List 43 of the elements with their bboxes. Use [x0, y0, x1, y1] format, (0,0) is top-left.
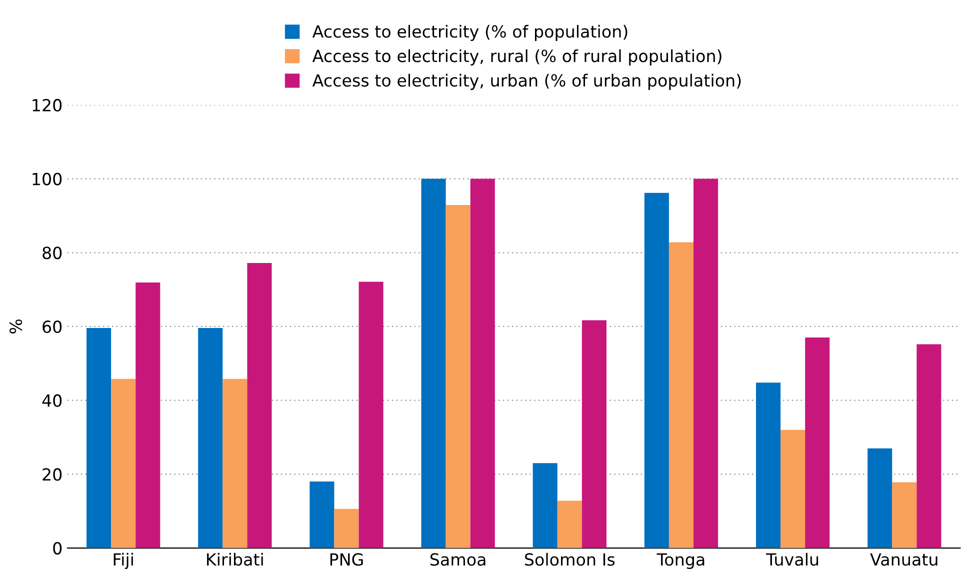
legend-label: Access to electricity, urban (% of urban population) [312, 74, 741, 90]
y-tick-label: 20 [42, 468, 62, 481]
bar [532, 463, 558, 548]
x-tick-label: Samoa [430, 553, 486, 566]
bar [446, 205, 470, 548]
x-tick-label: Solomon Is [525, 552, 615, 566]
bar [557, 500, 582, 548]
y-tick-label: 80 [42, 246, 62, 260]
bar [756, 382, 781, 548]
legend-label: Access to electricity, rural (% of rural population) [312, 49, 722, 66]
bar [892, 482, 917, 548]
y-tick-label: 60 [42, 320, 62, 334]
bar [916, 344, 942, 548]
bar [668, 242, 694, 548]
legend-label: Access to electricity (% of population) [312, 24, 628, 42]
bar [86, 328, 112, 548]
x-tick-label: PNG [330, 553, 363, 566]
y-axis-title: % [9, 319, 22, 334]
y-tick-label: 40 [42, 394, 62, 407]
bar [421, 178, 446, 548]
y-tick-label: 100 [32, 172, 62, 186]
bar [694, 178, 718, 548]
bar [805, 338, 830, 548]
x-tick-label: Kiribati [207, 552, 263, 566]
bar [582, 320, 606, 548]
bar [310, 482, 334, 548]
bar [868, 448, 892, 548]
bar [644, 192, 669, 548]
bar [136, 282, 160, 548]
bar [334, 508, 359, 548]
bar [470, 178, 495, 548]
bar [358, 282, 384, 548]
x-tick-label: Vanuatu [870, 553, 938, 566]
y-tick-label: 120 [32, 98, 62, 112]
bar [222, 378, 248, 548]
x-tick-label: Fiji [114, 552, 133, 570]
y-tick-label: 0 [53, 542, 62, 555]
x-tick-label: Tuvalu [766, 552, 818, 566]
x-tick-label: Tonga [656, 553, 704, 570]
bar [111, 378, 136, 548]
bar [247, 262, 272, 548]
bar [198, 328, 223, 548]
bar [780, 430, 806, 548]
